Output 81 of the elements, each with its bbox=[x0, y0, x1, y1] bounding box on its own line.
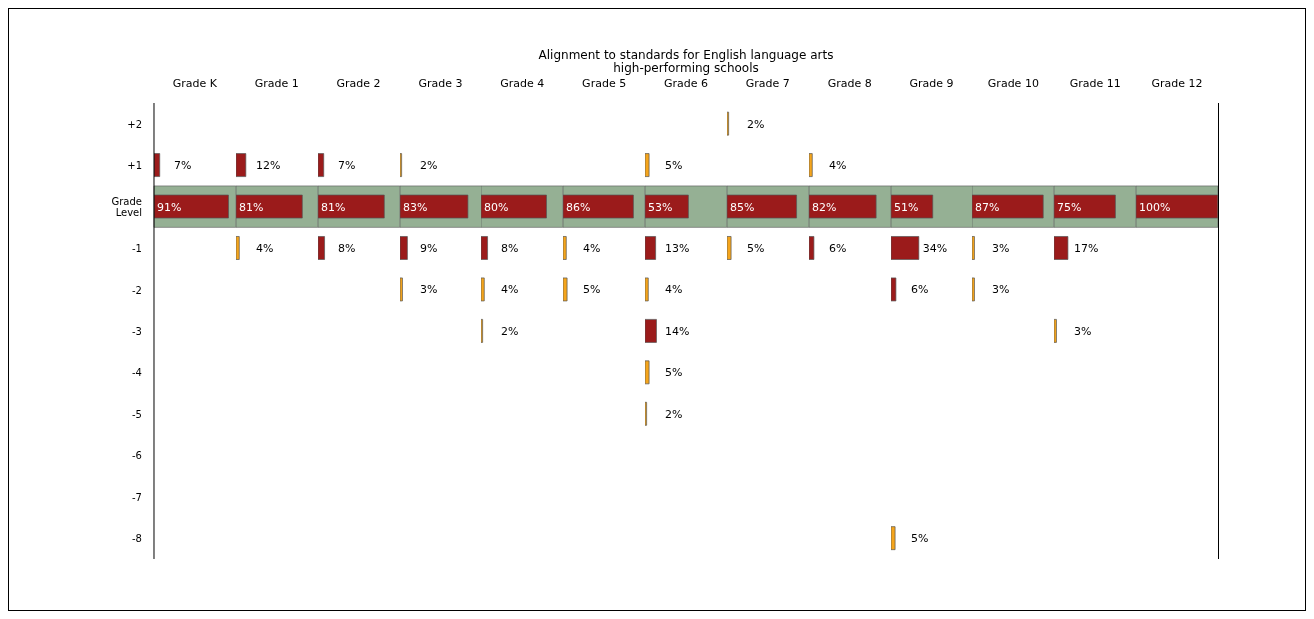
bar bbox=[645, 319, 657, 343]
data-label: 4% bbox=[583, 241, 601, 255]
data-label: 13% bbox=[665, 241, 690, 255]
bar bbox=[645, 153, 650, 177]
y-tick-label: -4 bbox=[132, 367, 142, 379]
data-label: 6% bbox=[828, 241, 847, 255]
data-label: 82% bbox=[811, 200, 837, 214]
bar bbox=[481, 277, 485, 302]
y-tick-label: -3 bbox=[132, 326, 142, 337]
data-label: 51% bbox=[893, 200, 919, 214]
y-tick-label: -8 bbox=[132, 533, 142, 545]
bar bbox=[399, 236, 408, 260]
x-axis-title: Grade 3 bbox=[417, 77, 464, 92]
data-label: 4% bbox=[501, 283, 519, 297]
y-tick-label: -5 bbox=[132, 408, 142, 420]
data-label: 2% bbox=[746, 117, 765, 131]
data-label: 8% bbox=[501, 241, 519, 255]
bar bbox=[399, 277, 403, 302]
y-tick-label: -2 bbox=[132, 284, 142, 296]
data-label: 3% bbox=[992, 283, 1010, 297]
x-axis-title: Grade 9 bbox=[908, 77, 955, 92]
data-label: 100% bbox=[1139, 200, 1171, 214]
data-label: 4% bbox=[828, 159, 847, 173]
data-label: 2% bbox=[665, 407, 683, 421]
data-label: 8% bbox=[337, 241, 356, 255]
x-axis-title: Grade 5 bbox=[581, 77, 628, 92]
x-axis-title: Grade 6 bbox=[662, 77, 709, 92]
data-label: 5% bbox=[746, 241, 765, 255]
data-label: 4% bbox=[255, 241, 274, 255]
data-label: 87% bbox=[975, 200, 1000, 214]
bar bbox=[645, 360, 650, 385]
data-label: 17% bbox=[1074, 241, 1099, 255]
data-label: 86% bbox=[566, 200, 591, 214]
x-axis-title: Grade 1 bbox=[253, 77, 300, 92]
y-tick-label: +1 bbox=[127, 160, 142, 172]
x-axis-title: Grade K bbox=[171, 77, 219, 92]
bar bbox=[890, 526, 896, 551]
data-label: 9% bbox=[419, 241, 437, 255]
bar bbox=[645, 277, 649, 302]
data-label: 5% bbox=[583, 283, 601, 297]
y-tick-label: -1 bbox=[132, 243, 142, 255]
data-label: 5% bbox=[665, 159, 683, 173]
data-label: 83% bbox=[402, 200, 427, 214]
x-axis-title: Grade 12 bbox=[1150, 77, 1204, 92]
data-label: 4% bbox=[665, 283, 683, 297]
x-axis-title: Grade 7 bbox=[744, 77, 791, 92]
data-label: 2% bbox=[501, 324, 519, 338]
bar bbox=[645, 236, 657, 260]
data-label: 2% bbox=[419, 159, 437, 173]
x-axis-title: Grade 10 bbox=[986, 77, 1040, 92]
data-label: 12% bbox=[255, 159, 281, 173]
y-tick-label: Grade Level bbox=[111, 195, 142, 218]
bar bbox=[890, 277, 896, 302]
data-label: 91% bbox=[157, 200, 182, 214]
bar bbox=[890, 236, 919, 260]
data-label: 53% bbox=[648, 200, 673, 214]
data-label: 81% bbox=[320, 200, 346, 214]
data-label: 7% bbox=[174, 159, 192, 173]
y-tick-label: -7 bbox=[132, 491, 142, 503]
data-label: 3% bbox=[1074, 324, 1092, 338]
data-label: 6% bbox=[910, 283, 929, 297]
chart-subtitle: high-performing schools bbox=[612, 61, 759, 75]
data-label: 3% bbox=[419, 283, 437, 297]
y-tick-label: -6 bbox=[132, 450, 142, 462]
bar bbox=[481, 236, 489, 260]
data-label: 7% bbox=[337, 159, 356, 173]
data-label: 75% bbox=[1057, 200, 1082, 214]
data-label: 80% bbox=[484, 200, 509, 214]
data-label: 5% bbox=[665, 366, 683, 380]
data-label: 3% bbox=[992, 241, 1010, 255]
x-axis-title: Grade 8 bbox=[826, 77, 873, 92]
x-axis-title: Grade 2 bbox=[335, 77, 382, 92]
data-label: 85% bbox=[729, 200, 755, 214]
x-axis-title: Grade 11 bbox=[1068, 77, 1122, 92]
chart-title: Alignment to standards for English language arts bbox=[537, 48, 835, 62]
data-label: 34% bbox=[922, 241, 947, 255]
x-axis-title: Grade 4 bbox=[499, 77, 546, 92]
y-tick-label: +2 bbox=[127, 118, 142, 130]
data-label: 14% bbox=[665, 324, 690, 338]
data-label: 81% bbox=[238, 200, 264, 214]
data-label: 5% bbox=[910, 532, 929, 546]
